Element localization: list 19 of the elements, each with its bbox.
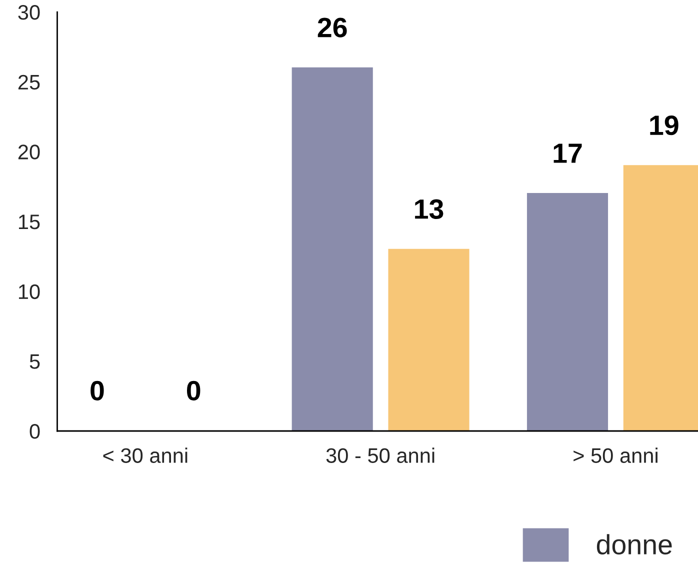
y-tick-label: 30 xyxy=(18,5,40,20)
y-tick-label: 20 xyxy=(18,144,40,160)
y-tick-label: 25 xyxy=(18,74,40,90)
data-label: 13 xyxy=(415,199,444,219)
y-tick-label: 15 xyxy=(18,214,40,230)
data-label: 26 xyxy=(318,18,347,38)
x-tick-label: < 30 anni xyxy=(103,448,188,463)
legend-label: donne xyxy=(596,534,672,554)
y-tick-label: 10 xyxy=(18,284,40,300)
data-label: 19 xyxy=(650,115,678,136)
data-label: 17 xyxy=(554,144,582,163)
bar xyxy=(292,67,373,432)
x-tick-label: > 50 anni xyxy=(574,448,658,463)
y-tick-label: 5 xyxy=(30,354,40,369)
data-label: 0 xyxy=(90,380,104,401)
data-label: 0 xyxy=(186,380,200,401)
bar xyxy=(526,193,608,432)
x-tick-label: 30 - 50 anni xyxy=(326,448,434,463)
y-tick-label: 0 xyxy=(30,424,40,439)
